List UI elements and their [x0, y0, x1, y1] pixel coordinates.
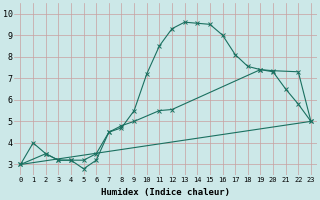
X-axis label: Humidex (Indice chaleur): Humidex (Indice chaleur) — [101, 188, 230, 197]
